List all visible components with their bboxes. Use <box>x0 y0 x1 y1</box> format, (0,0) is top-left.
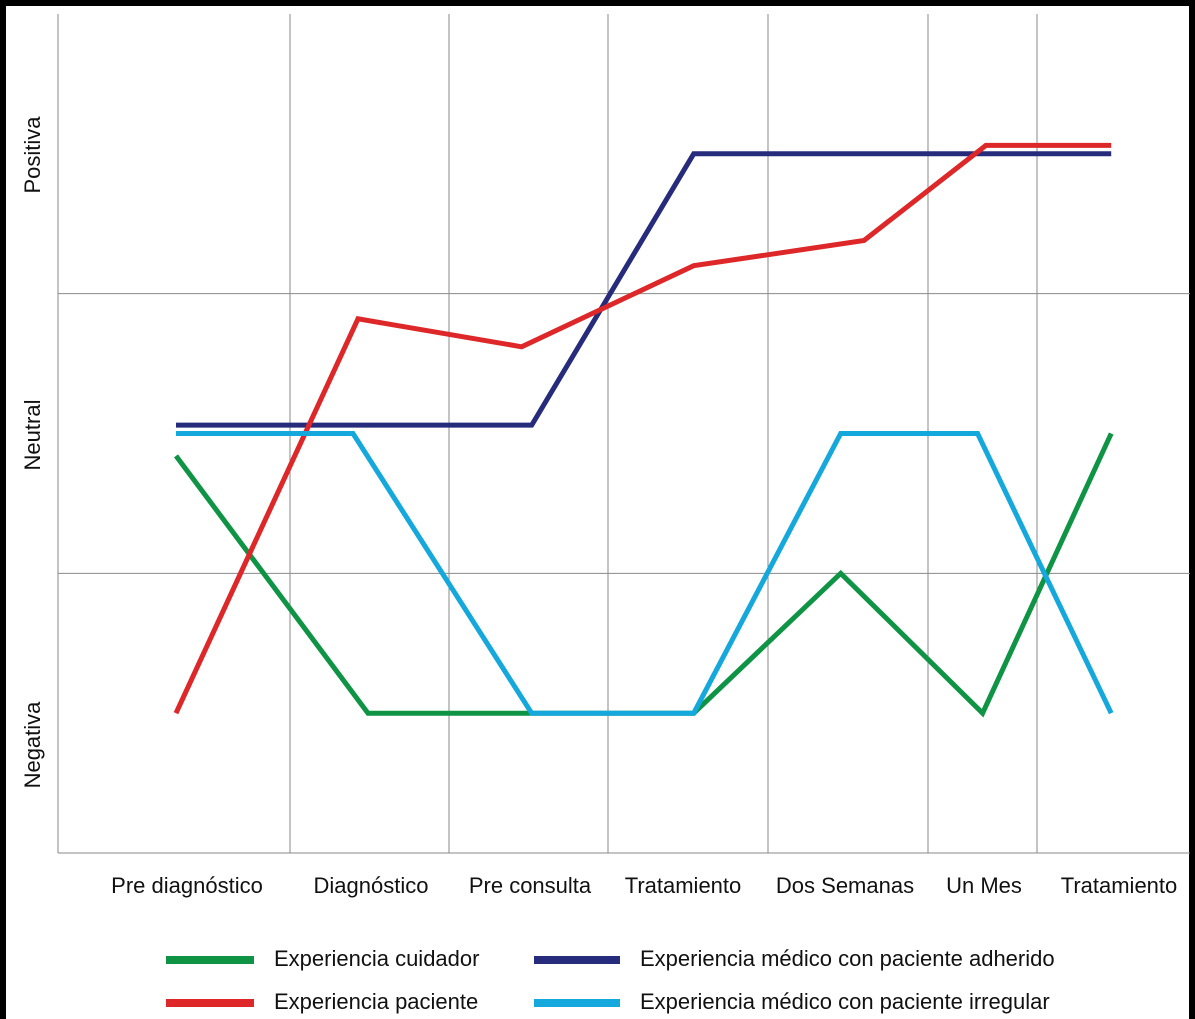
legend-label-cuidador: Experiencia cuidador <box>274 946 479 971</box>
legend-label-irregular: Experiencia médico con paciente irregula… <box>640 989 1050 1014</box>
y-label-neutral: Neutral <box>20 400 45 471</box>
legend-label-paciente: Experiencia paciente <box>274 989 478 1014</box>
x-tick-label: Pre consulta <box>469 873 592 898</box>
y-label-negativa: Negativa <box>20 701 45 789</box>
x-tick-label: Dos Semanas <box>776 873 914 898</box>
x-tick-label: Diagnóstico <box>314 873 429 898</box>
series-lines <box>173 142 1114 718</box>
x-tick-label: Pre diagnóstico <box>111 873 263 898</box>
series-line-paciente <box>173 142 1112 715</box>
legend-label-adherido: Experiencia médico con paciente adherido <box>640 946 1055 971</box>
legend: Experiencia cuidador Experiencia médico … <box>166 946 1055 1014</box>
x-tick-label: Tratamiento <box>625 873 742 898</box>
x-axis-labels: Pre diagnóstico Diagnóstico Pre consulta… <box>111 873 1177 898</box>
series-line-adherido <box>176 151 1112 428</box>
series-line-irregular <box>176 431 1114 716</box>
y-axis-labels: Negativa Neutral Positiva <box>20 116 45 789</box>
y-label-positiva: Positiva <box>20 116 45 194</box>
x-tick-label: Tratamiento <box>1061 873 1178 898</box>
x-tick-label: Un Mes <box>946 873 1022 898</box>
